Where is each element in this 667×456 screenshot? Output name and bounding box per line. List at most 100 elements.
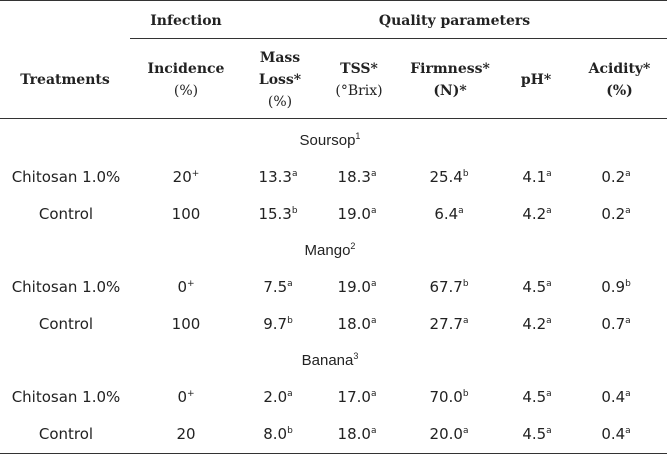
column-header: pH* xyxy=(500,44,572,116)
significance-letter: a xyxy=(546,315,552,326)
significance-letter: b xyxy=(625,279,631,289)
significance-letter: + xyxy=(191,169,200,179)
value: 25.4 xyxy=(429,168,463,186)
significance-letter: a xyxy=(370,315,377,326)
significance-letter: a xyxy=(462,315,469,326)
treatment: Control xyxy=(38,204,94,223)
treatment: Chitosan 1.0% xyxy=(11,168,121,186)
section-footnote: 2 xyxy=(350,241,356,251)
value-cell: 2.0a xyxy=(263,388,292,406)
value-cell: 0.2a xyxy=(601,168,630,186)
header-text: Treatments xyxy=(20,72,110,88)
treatment: Chitosan 1.0% xyxy=(11,278,121,296)
value-cell: 0.4a xyxy=(601,425,630,443)
header-text: pH* xyxy=(520,72,552,88)
value-cell: 4.5a xyxy=(522,278,551,296)
value-cell: 0.7a xyxy=(601,315,630,333)
rule xyxy=(0,453,667,454)
significance-letter: a xyxy=(546,169,552,179)
significance-letter: a xyxy=(625,389,631,399)
significance-letter: a xyxy=(546,389,552,399)
group-header: Quality parameters xyxy=(378,13,531,29)
value-cell: 0.2a xyxy=(601,205,630,223)
section-name: Banana xyxy=(301,352,354,369)
column-header: Mass Loss* (%) xyxy=(242,44,318,116)
section-name: Soursop xyxy=(299,132,356,149)
value-cell: 20.0a xyxy=(430,425,469,443)
value: 4.2 xyxy=(522,204,547,223)
value: 4.5 xyxy=(522,424,547,443)
value: 20 xyxy=(172,168,192,186)
group-header: Infection xyxy=(150,13,222,29)
header-text: (%) xyxy=(267,94,293,110)
value-cell: 25.4b xyxy=(429,168,468,186)
value-cell: 27.7a xyxy=(430,315,469,333)
significance-letter: a xyxy=(370,169,377,179)
value: 0.4 xyxy=(601,424,626,443)
value: 70.0 xyxy=(429,388,463,406)
value-cell: 7.5a xyxy=(263,278,292,296)
value: 18.3 xyxy=(337,168,371,186)
column-header: Treatments xyxy=(0,44,130,116)
significance-letter: a xyxy=(370,205,377,216)
significance-letter: a xyxy=(625,425,631,436)
section-name: Mango xyxy=(304,242,351,259)
header-text: (°Brix) xyxy=(335,83,383,99)
significance-letter: a xyxy=(291,169,298,179)
significance-letter: + xyxy=(187,389,195,399)
value: 0.2 xyxy=(601,204,626,223)
value: 8.0 xyxy=(263,424,288,443)
value-cell: 6.4a xyxy=(434,205,463,223)
value: 27.7 xyxy=(429,314,463,333)
value-cell: 4.1a xyxy=(522,168,551,186)
section-label: Banana3 xyxy=(302,351,359,369)
value-cell: 18.0a xyxy=(338,425,377,443)
value-cell: 15.3b xyxy=(258,205,297,223)
treatment: Control xyxy=(38,314,94,333)
significance-letter: b xyxy=(462,169,469,179)
value: 67.7 xyxy=(429,278,463,296)
significance-letter: b xyxy=(462,389,469,399)
value-cell: 20 xyxy=(176,425,195,443)
value-cell: 100 xyxy=(172,315,201,333)
value: 4.5 xyxy=(522,388,547,406)
significance-letter: a xyxy=(625,169,631,179)
section-footnote: 3 xyxy=(353,351,359,361)
treatment: Chitosan 1.0% xyxy=(11,388,121,406)
value: 18.0 xyxy=(337,314,371,333)
column-header: Firmness* (N)* xyxy=(400,44,500,116)
header-text: Mass xyxy=(259,50,301,66)
section-footnote: 1 xyxy=(355,131,361,141)
significance-letter: a xyxy=(546,205,552,216)
value-cell: 67.7b xyxy=(429,278,468,296)
value-cell: 0+ xyxy=(177,388,194,406)
value: 19.0 xyxy=(337,278,371,296)
significance-letter: b xyxy=(287,315,293,326)
value-cell: 17.0a xyxy=(338,388,377,406)
value: 0.2 xyxy=(601,168,626,186)
value: 6.4 xyxy=(434,204,459,223)
value-cell: 18.3a xyxy=(338,168,377,186)
value-cell: 18.0a xyxy=(338,315,377,333)
column-header: Incidence (%) xyxy=(130,44,242,116)
significance-letter: a xyxy=(462,425,469,436)
value-cell: 13.3a xyxy=(259,168,298,186)
rule xyxy=(0,0,667,1)
value-cell: 8.0b xyxy=(263,425,293,443)
significance-letter: a xyxy=(287,279,293,289)
value: 100 xyxy=(171,314,201,333)
value: 4.5 xyxy=(522,278,547,296)
significance-letter: a xyxy=(546,279,552,289)
value-cell: 19.0a xyxy=(338,205,377,223)
value-cell: 4.5a xyxy=(522,425,551,443)
significance-letter: a xyxy=(370,279,377,289)
value: 2.0 xyxy=(263,388,288,406)
value-cell: 70.0b xyxy=(429,388,468,406)
treatment: Control xyxy=(38,424,94,443)
value: 9.7 xyxy=(263,314,288,333)
value-cell: 4.2a xyxy=(522,205,551,223)
significance-letter: a xyxy=(546,425,552,436)
value: 13.3 xyxy=(258,168,292,186)
value-cell: 100 xyxy=(172,205,201,223)
